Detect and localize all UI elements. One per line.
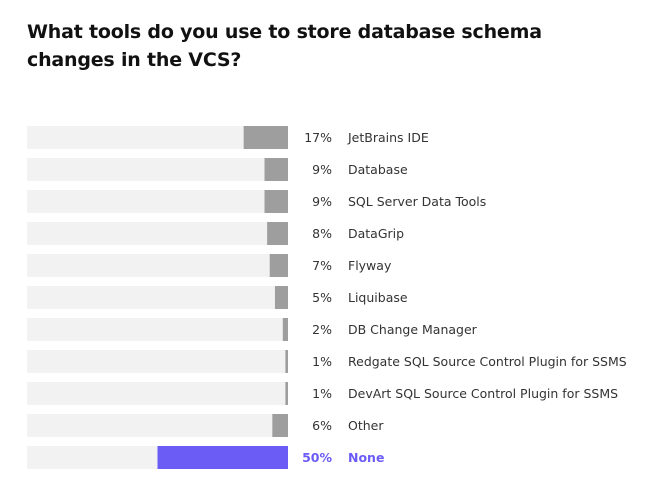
value-label-row-0: 17% [304, 130, 332, 145]
bar-row-7 [285, 350, 288, 373]
value-label-row-10: 50% [302, 450, 332, 465]
bar-row-5 [274, 286, 288, 309]
bar-track-row-8 [27, 382, 288, 405]
category-label-row-6: DB Change Manager [348, 322, 478, 337]
value-label-row-3: 8% [312, 226, 332, 241]
bar-row-8 [285, 382, 288, 405]
category-label-row-0: JetBrains IDE [347, 130, 429, 145]
bar-row-3 [267, 222, 288, 245]
category-label-row-8: DevArt SQL Source Control Plugin for SSM… [348, 386, 618, 401]
value-label-row-7: 1% [312, 354, 332, 369]
bar-track-row-0 [27, 126, 288, 149]
category-label-row-10: None [348, 450, 384, 465]
category-label-row-1: Database [348, 162, 408, 177]
bar-track-row-5 [27, 286, 288, 309]
value-label-row-4: 7% [312, 258, 332, 273]
bar-row-10 [157, 446, 288, 469]
value-label-row-9: 6% [312, 418, 332, 433]
bar-row-6 [282, 318, 288, 341]
category-label-row-2: SQL Server Data Tools [348, 194, 486, 209]
value-label-row-1: 9% [312, 162, 332, 177]
category-label-row-9: Other [348, 418, 384, 433]
bar-track-row-4 [27, 254, 288, 277]
value-label-row-2: 9% [312, 194, 332, 209]
category-label-row-5: Liquibase [348, 290, 408, 305]
category-label-row-7: Redgate SQL Source Control Plugin for SS… [348, 354, 627, 369]
category-label-row-3: DataGrip [348, 226, 404, 241]
category-label-row-4: Flyway [348, 258, 392, 273]
bar-track-row-7 [27, 350, 288, 373]
value-label-row-6: 2% [312, 322, 332, 337]
bar-row-0 [243, 126, 288, 149]
bar-track-row-2 [27, 190, 288, 213]
bar-track-row-1 [27, 158, 288, 181]
bar-row-9 [272, 414, 288, 437]
bar-row-4 [269, 254, 288, 277]
value-label-row-5: 5% [312, 290, 332, 305]
bar-row-2 [264, 190, 288, 213]
bar-track-row-6 [27, 318, 288, 341]
value-label-row-8: 1% [312, 386, 332, 401]
bar-row-1 [264, 158, 288, 181]
chart-title: What tools do you use to store database … [27, 21, 542, 71]
bar-track-row-3 [27, 222, 288, 245]
bar-track-row-9 [27, 414, 288, 437]
